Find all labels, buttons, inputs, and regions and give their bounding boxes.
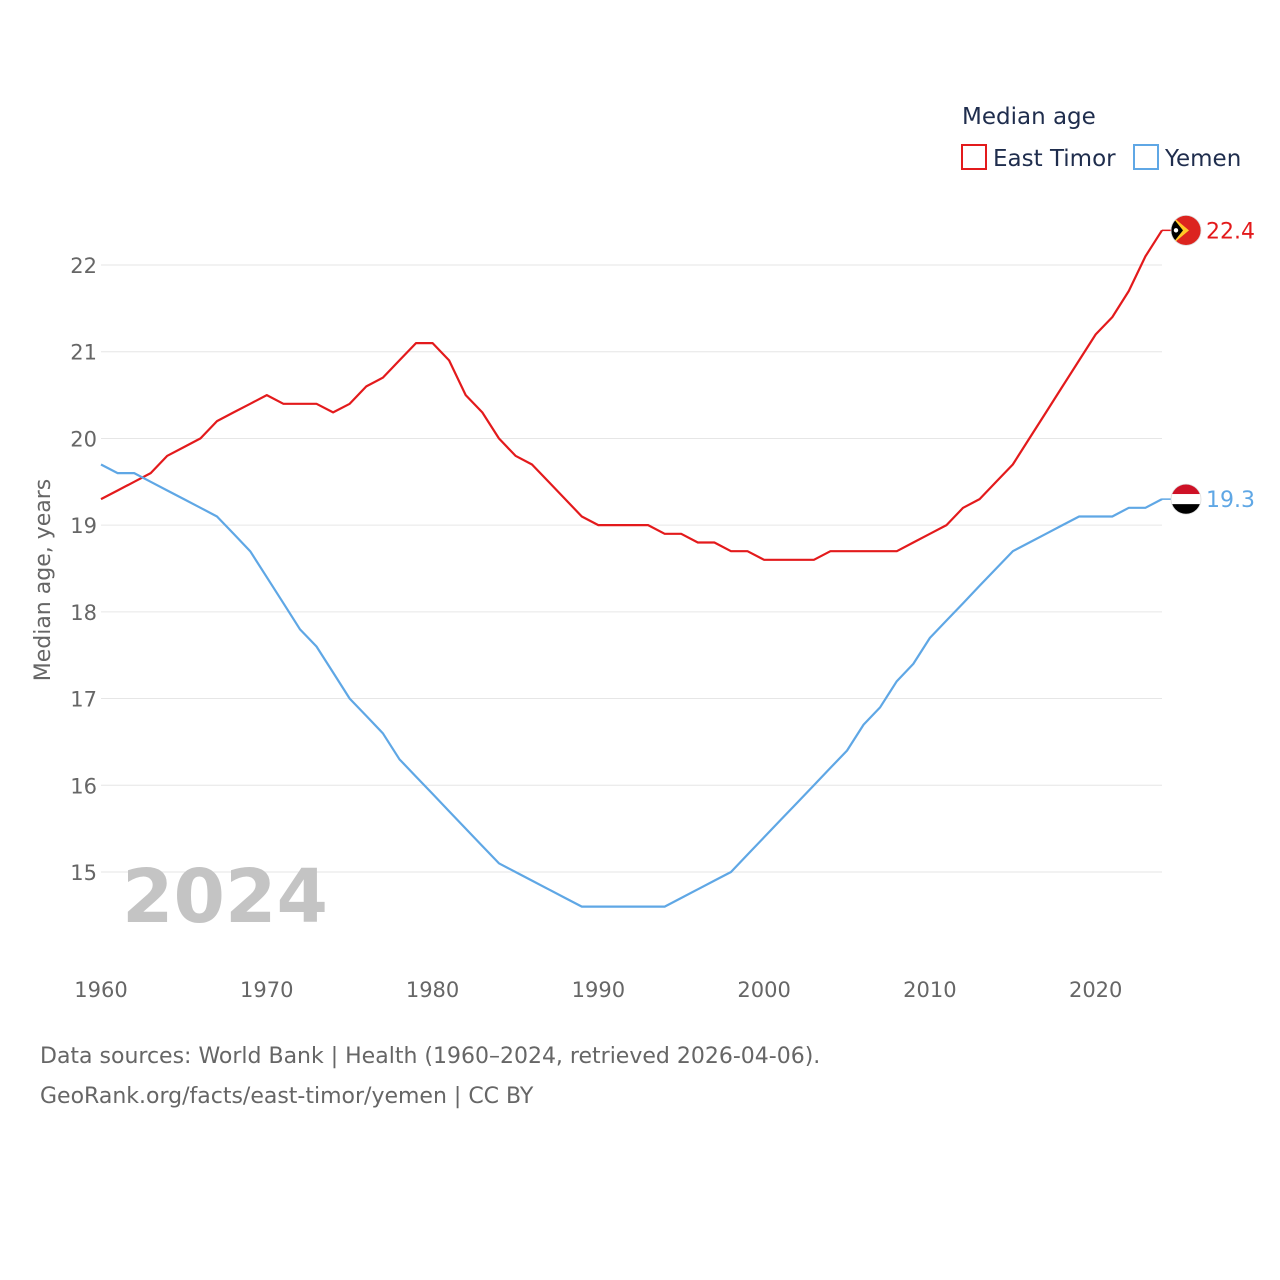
y-tick-label: 16 [70, 774, 97, 798]
y-tick-label: 19 [70, 514, 97, 538]
legend-swatch-east-timor [961, 144, 987, 170]
legend-label-east-timor: East Timor [993, 146, 1116, 172]
x-tick-label: 1980 [406, 978, 459, 1002]
legend-label-yemen: Yemen [1164, 146, 1241, 172]
x-axis-ticks: 1960 1970 1980 1990 2000 2010 2020 [74, 978, 1122, 1002]
x-tick-label: 1990 [572, 978, 625, 1002]
x-tick-label: 2000 [737, 978, 790, 1002]
legend[interactable]: Median age East Timor Yemen [961, 104, 1241, 172]
y-axis-ticks: 15 16 17 18 19 20 21 22 [70, 254, 97, 885]
legend-title: Median age [962, 104, 1096, 130]
east-timor-flag-icon [1170, 214, 1202, 246]
series-lines [100, 229, 1163, 908]
legend-item-yemen[interactable]: Yemen [1133, 144, 1241, 172]
yemen-flag-icon [1170, 483, 1202, 515]
x-tick-label: 1960 [74, 978, 127, 1002]
end-value-label-east-timor: 22.4 [1206, 219, 1255, 244]
x-tick-label: 2020 [1069, 978, 1122, 1002]
credit-link[interactable]: GeoRank.org/facts/east-timor/yemen | CC … [40, 1084, 534, 1109]
y-tick-label: 15 [70, 861, 97, 885]
y-tick-label: 21 [70, 341, 97, 365]
end-value-label-yemen: 19.3 [1206, 488, 1255, 513]
series-line-yemen[interactable] [100, 463, 1163, 908]
legend-item-east-timor[interactable]: East Timor [961, 144, 1116, 172]
y-tick-label: 22 [70, 254, 97, 278]
legend-swatch-yemen [1133, 144, 1159, 170]
series-end-markers: 22.4 19.3 [1162, 214, 1255, 515]
data-sources-note: Data sources: World Bank | Health (1960–… [40, 1044, 821, 1069]
y-tick-label: 17 [70, 688, 97, 712]
y-axis-label: Median age, years [31, 479, 56, 682]
current-year-label: 2024 [122, 854, 328, 940]
y-tick-label: 18 [70, 601, 97, 625]
series-line-east-timor[interactable] [100, 229, 1163, 561]
y-tick-label: 20 [70, 427, 97, 451]
x-tick-label: 1970 [240, 978, 293, 1002]
line-chart: 15 16 17 18 19 20 21 22 1960 1970 1980 1990 2000 201… [31, 104, 1255, 1002]
x-tick-label: 2010 [903, 978, 956, 1002]
